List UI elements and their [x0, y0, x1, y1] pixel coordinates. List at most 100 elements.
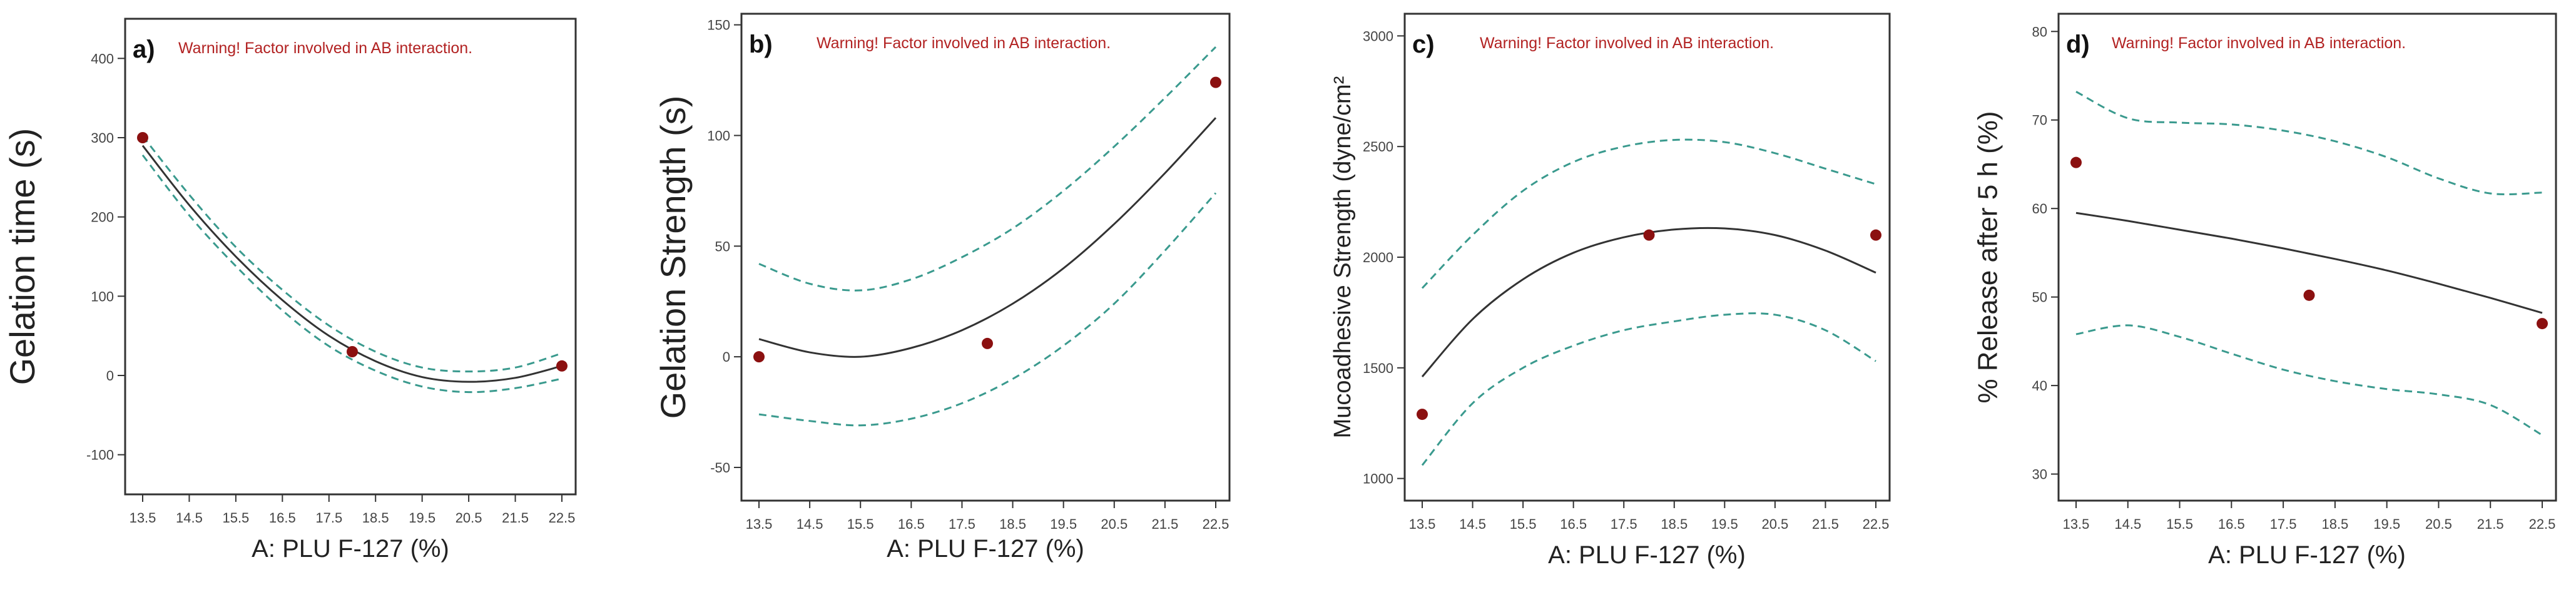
data-point	[1210, 76, 1221, 88]
y-tick-label: 70	[2032, 113, 2047, 128]
warning-annotation: Warning! Factor involved in AB interacti…	[178, 39, 472, 57]
x-tick-label: 22.5	[1863, 516, 1890, 532]
x-tick-label: 14.5	[1459, 516, 1486, 532]
x-tick-label: 14.5	[2114, 516, 2141, 532]
x-tick-label: 20.5	[1761, 516, 1788, 532]
x-axis-label: A: PLU F-127 (%)	[2208, 541, 2406, 569]
x-tick-label: 17.5	[315, 510, 342, 526]
x-tick-label: 15.5	[847, 516, 874, 532]
data-point	[1417, 409, 1428, 421]
x-tick-label: 16.5	[898, 516, 925, 532]
warning-annotation: Warning! Factor involved in AB interacti…	[2112, 34, 2406, 52]
fit-line	[141, 145, 563, 383]
x-tick-label: 13.5	[1409, 516, 1436, 532]
fit-line	[1421, 227, 1876, 377]
y-tick-label: 2500	[1363, 139, 1393, 155]
data-point	[2537, 318, 2548, 330]
y-tick-label: 0	[723, 349, 730, 365]
y-tick-label: 100	[707, 128, 730, 144]
x-tick-label: 14.5	[797, 516, 823, 532]
x-tick-label: 13.5	[130, 510, 156, 526]
y-tick-label: 1500	[1363, 360, 1393, 376]
x-tick-label: 20.5	[1101, 516, 1128, 532]
data-point	[1870, 229, 1881, 241]
x-tick-label: 21.5	[1812, 516, 1839, 532]
x-axis-label: A: PLU F-127 (%)	[887, 535, 1084, 563]
x-tick-label: 15.5	[1510, 516, 1537, 532]
band-lower-line	[1421, 312, 1876, 466]
x-tick-label: 21.5	[2477, 516, 2504, 532]
band-upper-line	[2075, 91, 2543, 196]
y-axis-label: Gelation time (s)	[3, 128, 42, 385]
data-point	[753, 351, 765, 363]
x-tick-label: 21.5	[1151, 516, 1178, 532]
y-tick-label: 30	[2032, 467, 2047, 482]
data-point	[1643, 229, 1655, 241]
y-tick-label: -100	[86, 447, 114, 463]
x-tick-label: 13.5	[746, 516, 773, 532]
y-tick-label: 3000	[1363, 28, 1393, 44]
x-tick-label: 15.5	[2166, 516, 2193, 532]
x-tick-label: 22.5	[2529, 516, 2556, 532]
band-lower-line	[141, 154, 563, 394]
panel-label: b)	[749, 31, 773, 58]
plot-area	[2057, 13, 2557, 502]
y-tick-label: -50	[710, 460, 730, 476]
panel-label: d)	[2066, 31, 2090, 58]
y-axis-label: Gelation Strength (s)	[653, 96, 693, 419]
y-axis-label: % Release after 5 h (%)	[1973, 111, 2003, 403]
y-tick-label: 2000	[1363, 250, 1393, 265]
panel-c: 13.5 14.5 15.5 16.5 17.5 18.5 19.5 20.5 21.5 22.5…	[1330, 13, 1891, 569]
panel-a: 13.5 14.5 15.5 16.5 17.5 18.5 19.5 20.5 21.5 22.5…	[3, 18, 577, 563]
x-tick-label: 17.5	[2270, 516, 2297, 532]
x-tick-label: 17.5	[949, 516, 975, 532]
x-tick-label: 18.5	[1661, 516, 1688, 532]
x-tick-label: 17.5	[1611, 516, 1637, 532]
warning-annotation: Warning! Factor involved in AB interacti…	[817, 34, 1111, 52]
x-axis-label: A: PLU F-127 (%)	[252, 535, 449, 563]
x-tick-label: 19.5	[1050, 516, 1077, 532]
plot-area	[124, 18, 577, 496]
x-tick-label: 22.5	[549, 510, 576, 526]
y-tick-label: 40	[2032, 378, 2047, 394]
x-tick-label: 20.5	[456, 510, 482, 526]
band-upper-line	[141, 135, 563, 373]
y-tick-label: 0	[106, 368, 114, 384]
x-tick-label: 19.5	[2373, 516, 2400, 532]
x-tick-label: 18.5	[999, 516, 1026, 532]
y-tick-label: 100	[91, 288, 114, 304]
y-tick-label: 300	[91, 130, 114, 146]
x-tick-label: 22.5	[1203, 516, 1229, 532]
data-point	[556, 360, 568, 372]
x-axis-label: A: PLU F-127 (%)	[1548, 541, 1746, 569]
panel-label: a)	[133, 36, 155, 63]
x-tick-label: 13.5	[2063, 516, 2090, 532]
x-tick-label: 15.5	[222, 510, 249, 526]
x-tick-label: 18.5	[2321, 516, 2348, 532]
x-tick-label: 21.5	[502, 510, 529, 526]
data-point	[137, 132, 148, 143]
y-tick-label: 50	[2032, 290, 2047, 305]
data-point	[347, 346, 358, 357]
plot-area	[740, 13, 1231, 502]
x-tick-label: 16.5	[2218, 516, 2245, 532]
x-tick-label: 14.5	[176, 510, 203, 526]
x-tick-label: 19.5	[409, 510, 435, 526]
band-lower-line	[758, 192, 1217, 427]
x-tick-label: 20.5	[2425, 516, 2452, 532]
band-upper-line	[758, 46, 1217, 292]
y-tick-label: 400	[91, 51, 114, 66]
x-tick-label: 16.5	[1560, 516, 1587, 532]
fit-line	[758, 117, 1217, 358]
y-tick-label: 150	[707, 18, 730, 33]
warning-annotation: Warning! Factor involved in AB interacti…	[1480, 34, 1774, 52]
panel-d: 13.5 14.5 15.5 16.5 17.5 18.5 19.5 20.5 21.5 22.5…	[1973, 13, 2557, 569]
x-tick-label: 18.5	[362, 510, 389, 526]
panel-b: 13.5 14.5 15.5 16.5 17.5 18.5 19.5 20.5 21.5 22.5…	[653, 13, 1231, 563]
plot-area	[1403, 13, 1891, 502]
y-tick-label: 200	[91, 210, 114, 225]
y-tick-label: 1000	[1363, 471, 1393, 487]
y-tick-label: 80	[2032, 24, 2047, 39]
fit-line	[2075, 212, 2543, 314]
